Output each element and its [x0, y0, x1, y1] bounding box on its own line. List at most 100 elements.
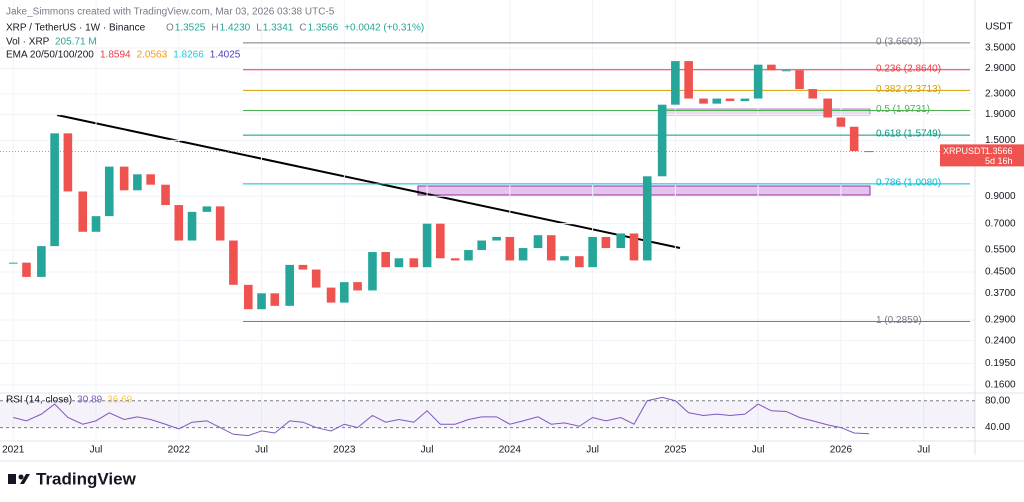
- y-tick-label: 0.1950: [985, 358, 1016, 369]
- x-tick-label: 2026: [830, 445, 853, 456]
- candle: [436, 223, 445, 259]
- volume-value: 205.71 M: [55, 37, 97, 48]
- candle: [229, 240, 238, 285]
- brand: TradingView: [36, 469, 137, 488]
- candle: [699, 98, 708, 104]
- candle: [588, 236, 597, 268]
- candle: [450, 258, 460, 261]
- x-tick-label: Jul: [752, 445, 765, 456]
- fib-label: 1 (0.2859): [876, 315, 922, 326]
- rsi-value: 30.89: [77, 395, 102, 406]
- candle: [91, 216, 101, 232]
- candle: [505, 236, 515, 261]
- fib-label: 0.5 (1.9731): [876, 104, 930, 115]
- candle: [340, 282, 349, 303]
- y-tick-label: 0.4500: [985, 267, 1016, 278]
- x-tick-label: Jul: [90, 445, 103, 456]
- candle: [187, 211, 197, 241]
- fib-label: 0.786 (1.0080): [876, 177, 941, 188]
- ema-value: 1.8266: [173, 50, 204, 61]
- candles: [0, 61, 975, 310]
- candle: [104, 166, 114, 217]
- candle: [492, 236, 501, 241]
- y-tick-label: 0.1600: [985, 380, 1016, 391]
- candle: [836, 117, 846, 127]
- ohlc-key: H: [211, 23, 218, 34]
- ohlc-value: 1.4230: [220, 23, 251, 34]
- candle: [616, 233, 626, 249]
- y-tick-label: 0.2400: [985, 335, 1016, 346]
- x-tick-label: Jul: [421, 445, 434, 456]
- ohlc-value: 1.3566: [308, 23, 339, 34]
- x-tick-label: 2021: [2, 445, 25, 456]
- ohlc-value: 1.3341: [263, 23, 294, 34]
- ohlc: O 1.3525 H 1.4230 L 1.3341 C 1.3566 +0.0042 (+0.…: [166, 23, 424, 34]
- currency: USDT: [985, 22, 1012, 33]
- candle: [864, 151, 874, 153]
- x-tick-label: Jul: [586, 445, 599, 456]
- candle: [311, 269, 321, 288]
- candle: [50, 133, 59, 247]
- rsi-line: [13, 396, 870, 437]
- price-tag-value: 1.3566: [985, 146, 1013, 156]
- candle: [215, 206, 225, 241]
- fib-label: 0 (3.6603): [876, 37, 922, 48]
- candle: [601, 236, 611, 249]
- logo-mark: [8, 474, 16, 484]
- candle: [642, 176, 652, 261]
- ohlc-key: O: [166, 23, 174, 34]
- candle: [119, 166, 129, 191]
- candle: [684, 61, 693, 99]
- price-tag-box: [940, 144, 1024, 167]
- candle: [725, 98, 735, 102]
- x-tick-label: Jul: [255, 445, 268, 456]
- candle: [146, 174, 155, 185]
- candle: [795, 70, 804, 90]
- axes: 2021 Jul 2022 Jul 2023 Jul 2024 Jul 2025 Jul 2026 J…: [2, 42, 1024, 456]
- trendline: [56, 114, 681, 249]
- candle: [546, 235, 556, 261]
- y-tick-label: 1.5000: [985, 135, 1016, 146]
- candle: [37, 246, 46, 277]
- candle: [298, 264, 308, 270]
- candle: [740, 98, 750, 102]
- x-tick-label: Jul: [917, 445, 930, 456]
- candle: [243, 284, 253, 310]
- candle: [477, 240, 487, 251]
- y-tick-label: 0.2900: [985, 315, 1016, 326]
- volume-label: Vol · XRP: [6, 37, 50, 48]
- countdown: 5d 16h: [985, 156, 1013, 166]
- candle: [381, 252, 390, 268]
- ohlc-key: L: [256, 23, 262, 34]
- logo: [8, 474, 30, 484]
- candle: [326, 287, 336, 303]
- candle: [202, 206, 212, 212]
- candle: [781, 70, 791, 72]
- ohlc-value: 1.3525: [175, 23, 206, 34]
- x-tick-label: 2025: [664, 445, 687, 456]
- symbol: XRP / TetherUS · 1W · Binance: [6, 23, 146, 34]
- candle: [422, 223, 432, 268]
- candle: [657, 104, 667, 177]
- y-tick-label: 3.5000: [985, 42, 1016, 53]
- logo-mark: [20, 474, 30, 484]
- credit: Jake_Simmons created with TradingView.co…: [6, 7, 335, 18]
- ema-value: 1.8594: [100, 50, 131, 61]
- rsi-signal: 36.69: [107, 395, 132, 406]
- candle: [409, 258, 419, 268]
- candle: [533, 235, 543, 249]
- ema-value: 1.4025: [210, 50, 241, 61]
- rsi-title: RSI (14, close): [6, 395, 72, 406]
- x-tick-label: 2024: [499, 445, 522, 456]
- candle: [78, 191, 88, 232]
- y-tick-label: 2.9000: [985, 63, 1016, 74]
- candle: [712, 98, 722, 104]
- candle: [285, 264, 294, 306]
- candle: [8, 262, 18, 264]
- candle: [753, 64, 763, 99]
- candle: [464, 250, 473, 261]
- rsi-pane: RSI (14, close) 30.89 36.69: [0, 395, 975, 437]
- fib-label: 0.236 (2.8640): [876, 63, 941, 74]
- candle: [518, 248, 528, 261]
- candle: [353, 282, 362, 291]
